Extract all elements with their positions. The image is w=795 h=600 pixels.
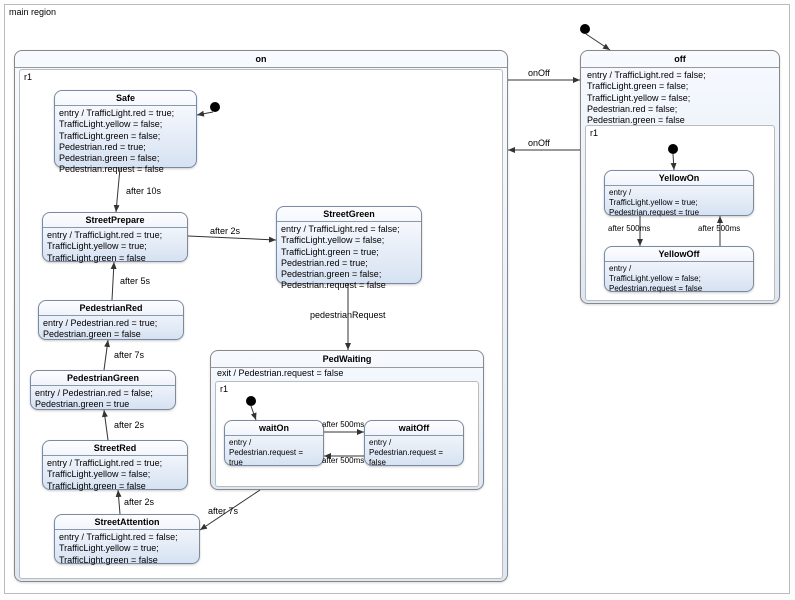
lbl-after7s-a: after 7s	[114, 350, 144, 360]
lbl-onoff-b: onOff	[528, 138, 550, 148]
state-waitoff-title: waitOff	[365, 421, 463, 436]
state-pedwaiting-region-label: r1	[220, 384, 228, 394]
initial-pedwaiting	[246, 396, 256, 406]
state-safe-title: Safe	[55, 91, 196, 106]
state-streetred-body: entry / TrafficLight.red = true; Traffic…	[43, 456, 187, 495]
lbl-after2s-a: after 2s	[210, 226, 240, 236]
state-pedred-body: entry / Pedestrian.red = true; Pedestria…	[39, 316, 183, 344]
state-safe-body: entry / TrafficLight.red = true; Traffic…	[55, 106, 196, 179]
initial-top	[580, 24, 590, 34]
lbl-y500a: after 500ms	[608, 224, 650, 233]
state-off-region-label: r1	[590, 128, 598, 138]
initial-off	[668, 144, 678, 154]
state-pedwaiting-exit: exit / Pedestrian.request = false	[211, 368, 483, 381]
state-yellowon-title: YellowOn	[605, 171, 753, 186]
state-waitoff-body: entry / Pedestrian.request = false	[365, 436, 463, 471]
state-pedred-title: PedestrianRed	[39, 301, 183, 316]
state-pedgreen-body: entry / Pedestrian.red = false; Pedestri…	[31, 386, 175, 414]
state-streetprepare-title: StreetPrepare	[43, 213, 187, 228]
state-off-title: off	[581, 51, 779, 68]
lbl-after10s: after 10s	[126, 186, 161, 196]
state-streetprepare-body: entry / TrafficLight.red = true; Traffic…	[43, 228, 187, 267]
state-on-region-label: r1	[24, 72, 32, 82]
state-streetattn-title: StreetAttention	[55, 515, 199, 530]
state-pedwaiting-title: PedWaiting	[211, 351, 483, 368]
state-streetgreen: StreetGreen entry / TrafficLight.red = f…	[276, 206, 422, 284]
state-waiton-body: entry / Pedestrian.request = true	[225, 436, 323, 471]
state-streetred-title: StreetRed	[43, 441, 187, 456]
state-yellowon-body: entry / TrafficLight.yellow = true; Pede…	[605, 186, 753, 221]
state-streetprepare: StreetPrepare entry / TrafficLight.red =…	[42, 212, 188, 262]
lbl-after2s-c: after 2s	[124, 497, 154, 507]
state-streetgreen-title: StreetGreen	[277, 207, 421, 222]
state-yellowoff-title: YellowOff	[605, 247, 753, 262]
lbl-after500a: after 500ms	[322, 420, 364, 429]
lbl-onoff-a: onOff	[528, 68, 550, 78]
state-safe: Safe entry / TrafficLight.red = true; Tr…	[54, 90, 197, 168]
state-streetgreen-body: entry / TrafficLight.red = false; Traffi…	[277, 222, 421, 295]
state-streetattn-body: entry / TrafficLight.red = false; Traffi…	[55, 530, 199, 569]
state-waitoff: waitOff entry / Pedestrian.request = fal…	[364, 420, 464, 466]
state-waiton-title: waitOn	[225, 421, 323, 436]
lbl-after2s-b: after 2s	[114, 420, 144, 430]
state-yellowoff: YellowOff entry / TrafficLight.yellow = …	[604, 246, 754, 292]
lbl-after500b: after 500ms	[322, 456, 364, 465]
main-region-label: main region	[9, 7, 56, 17]
initial-on	[210, 102, 220, 112]
lbl-after7s-b: after 7s	[208, 506, 238, 516]
state-pedred: PedestrianRed entry / Pedestrian.red = t…	[38, 300, 184, 340]
state-streetattn: StreetAttention entry / TrafficLight.red…	[54, 514, 200, 564]
lbl-pedreq: pedestrianRequest	[310, 310, 386, 320]
state-off-body: entry / TrafficLight.red = false; Traffi…	[581, 68, 779, 128]
state-waiton: waitOn entry / Pedestrian.request = true	[224, 420, 324, 466]
state-pedgreen-title: PedestrianGreen	[31, 371, 175, 386]
state-yellowon: YellowOn entry / TrafficLight.yellow = t…	[604, 170, 754, 216]
state-yellowoff-body: entry / TrafficLight.yellow = false; Ped…	[605, 262, 753, 297]
state-on-title: on	[15, 51, 507, 68]
state-streetred: StreetRed entry / TrafficLight.red = tru…	[42, 440, 188, 490]
state-pedgreen: PedestrianGreen entry / Pedestrian.red =…	[30, 370, 176, 410]
lbl-y500b: after 500ms	[698, 224, 740, 233]
lbl-after5s: after 5s	[120, 276, 150, 286]
